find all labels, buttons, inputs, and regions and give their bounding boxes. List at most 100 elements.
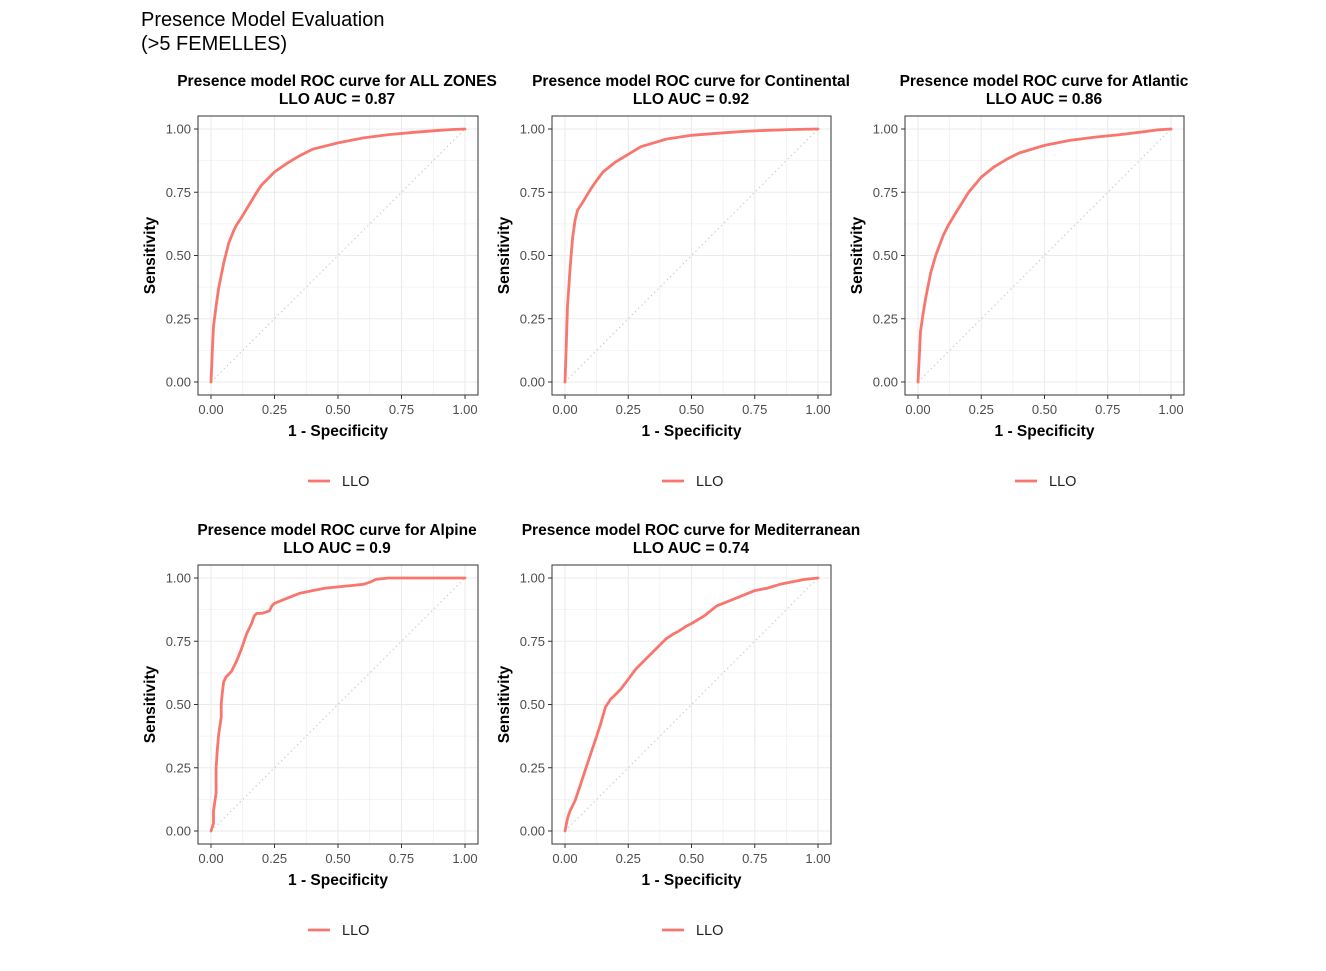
panel-title: Presence model ROC curve for Continental	[532, 73, 850, 90]
x-axis-title: 1 - Specificity	[642, 872, 742, 889]
panel-subtitle: LLO AUC = 0.86	[986, 91, 1103, 108]
y-tick-label: 0.25	[873, 311, 898, 326]
panel-title: Presence model ROC curve for ALL ZONES	[177, 73, 497, 90]
y-tick-label: 0.00	[520, 375, 545, 390]
panels-container: Presence model ROC curve for ALL ZONESLL…	[142, 73, 1189, 939]
y-axis-title: Sensitivity	[849, 216, 866, 294]
roc-panel-1: Presence model ROC curve for ALL ZONESLL…	[142, 73, 497, 490]
y-tick-label: 0.75	[166, 634, 191, 649]
y-tick-label: 0.25	[166, 311, 191, 326]
x-tick-label: 0.00	[198, 402, 223, 417]
figure-title-line2: (>5 FEMELLES)	[141, 33, 287, 55]
x-tick-label: 0.25	[616, 402, 641, 417]
y-tick-label: 0.25	[166, 760, 191, 775]
roc-curve-llo	[209, 127, 467, 384]
panel-title: Presence model ROC curve for Alpine	[197, 522, 477, 539]
x-tick-label: 1.00	[452, 851, 477, 866]
x-tick-label: 1.00	[452, 402, 477, 417]
x-tick-label: 0.50	[679, 402, 704, 417]
roc-panel-2: Presence model ROC curve for Continental…	[496, 73, 850, 490]
x-tick-label: 1.00	[1158, 402, 1183, 417]
legend-label: LLO	[1049, 474, 1076, 490]
y-axis-title: Sensitivity	[142, 216, 159, 294]
x-tick-label: 0.50	[679, 851, 704, 866]
grid-lines	[198, 565, 478, 844]
legend: LLO	[662, 923, 723, 939]
y-axis-title: Sensitivity	[142, 665, 159, 743]
x-tick-label: 0.00	[552, 851, 577, 866]
y-tick-label: 0.50	[520, 697, 545, 712]
y-tick-label: 0.75	[520, 634, 545, 649]
figure-title-line1: Presence Model Evaluation	[141, 9, 384, 31]
y-tick-label: 0.25	[520, 311, 545, 326]
diagonal-reference-line	[564, 128, 819, 383]
y-tick-label: 0.50	[166, 697, 191, 712]
x-tick-label: 0.50	[1032, 402, 1057, 417]
grid-lines	[905, 116, 1184, 395]
y-tick-label: 1.00	[520, 571, 545, 586]
x-tick-label: 0.25	[262, 402, 287, 417]
x-axis-title: 1 - Specificity	[288, 872, 388, 889]
diagonal-reference-line	[210, 577, 466, 832]
y-tick-label: 0.00	[166, 824, 191, 839]
y-tick-label: 1.00	[166, 571, 191, 586]
diagonal-reference-line	[210, 128, 466, 383]
diagonal-reference-line	[917, 128, 1172, 383]
y-tick-label: 0.75	[520, 185, 545, 200]
panel-subtitle: LLO AUC = 0.87	[279, 91, 395, 108]
y-tick-label: 0.50	[520, 248, 545, 263]
roc-panel-3: Presence model ROC curve for AtlanticLLO…	[849, 73, 1189, 490]
y-tick-label: 1.00	[520, 122, 545, 137]
y-tick-label: 0.00	[873, 375, 898, 390]
y-tick-label: 0.00	[166, 375, 191, 390]
y-axis-title: Sensitivity	[496, 665, 513, 743]
x-tick-label: 0.75	[389, 851, 414, 866]
legend-label: LLO	[696, 474, 723, 490]
x-axis-title: 1 - Specificity	[642, 423, 742, 440]
x-tick-label: 0.75	[742, 851, 767, 866]
x-tick-label: 0.25	[262, 851, 287, 866]
panel-subtitle: LLO AUC = 0.74	[633, 540, 750, 557]
x-tick-label: 0.00	[905, 402, 930, 417]
x-axis-title: 1 - Specificity	[995, 423, 1095, 440]
grid-lines	[552, 116, 831, 395]
y-tick-label: 1.00	[166, 122, 191, 137]
x-tick-label: 0.25	[969, 402, 994, 417]
roc-curve-llo	[563, 127, 820, 384]
x-tick-label: 0.50	[325, 402, 350, 417]
y-tick-label: 0.75	[873, 185, 898, 200]
legend: LLO	[308, 923, 369, 939]
y-tick-label: 0.50	[873, 248, 898, 263]
y-tick-label: 0.25	[520, 760, 545, 775]
legend-label: LLO	[342, 923, 369, 939]
y-axis-title: Sensitivity	[496, 216, 513, 294]
y-tick-label: 0.50	[166, 248, 191, 263]
x-tick-label: 1.00	[805, 402, 830, 417]
diagonal-reference-line	[564, 577, 819, 832]
y-tick-label: 1.00	[873, 122, 898, 137]
panel-title: Presence model ROC curve for Atlantic	[900, 73, 1189, 90]
legend: LLO	[308, 474, 369, 490]
roc-curve-llo	[916, 127, 1173, 384]
x-tick-label: 0.50	[325, 851, 350, 866]
roc-panel-5: Presence model ROC curve for Mediterrane…	[496, 522, 860, 939]
legend: LLO	[1015, 474, 1076, 490]
x-axis-title: 1 - Specificity	[288, 423, 388, 440]
y-tick-label: 0.00	[520, 824, 545, 839]
panel-subtitle: LLO AUC = 0.9	[283, 540, 391, 557]
x-tick-label: 0.75	[1095, 402, 1120, 417]
panel-title: Presence model ROC curve for Mediterrane…	[522, 522, 861, 539]
x-tick-label: 0.00	[198, 851, 223, 866]
panel-subtitle: LLO AUC = 0.92	[633, 91, 749, 108]
roc-curve-llo	[209, 576, 467, 833]
grid-lines	[198, 116, 478, 395]
x-tick-label: 0.75	[742, 402, 767, 417]
x-tick-label: 1.00	[805, 851, 830, 866]
legend-label: LLO	[342, 474, 369, 490]
x-tick-label: 0.75	[389, 402, 414, 417]
legend: LLO	[662, 474, 723, 490]
legend-label: LLO	[696, 923, 723, 939]
roc-curve-llo	[563, 576, 820, 833]
